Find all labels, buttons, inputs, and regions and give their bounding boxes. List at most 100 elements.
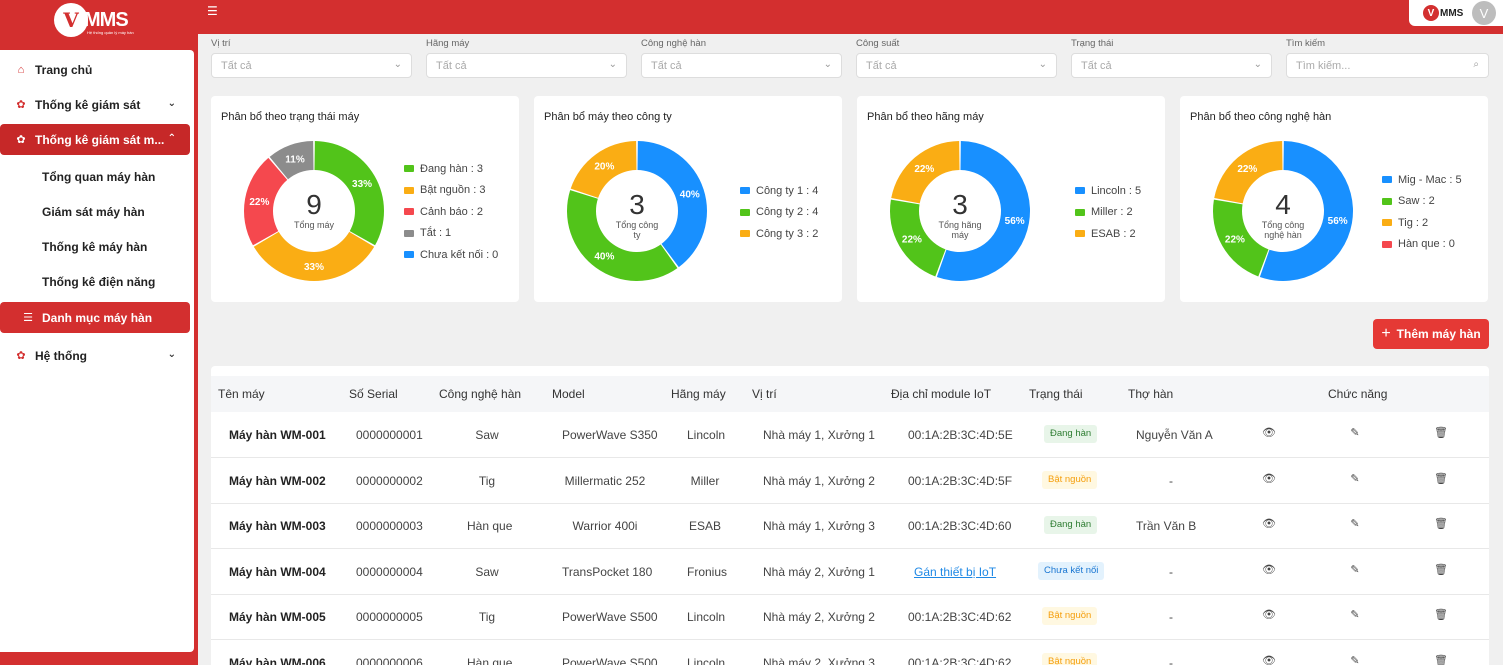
column-header[interactable]: Hãng máy bbox=[671, 387, 726, 401]
table-row[interactable]: Máy hàn WM-003 0000000003 Hàn que Warrior 4… bbox=[211, 504, 1489, 549]
donut-slice[interactable] bbox=[570, 141, 637, 198]
legend-item[interactable]: Công ty 2 : 4 bbox=[740, 202, 818, 224]
delete-icon[interactable]: 🗑 bbox=[1434, 427, 1448, 439]
table-row[interactable]: Máy hàn WM-002 0000000002 Tig Millermatic 2… bbox=[211, 459, 1489, 504]
column-header[interactable]: Công nghệ hàn bbox=[439, 387, 522, 401]
view-icon[interactable]: 👁 bbox=[1262, 518, 1276, 530]
view-icon[interactable]: 👁 bbox=[1262, 472, 1276, 485]
donut-slice[interactable] bbox=[936, 141, 1030, 281]
legend-item[interactable]: Hàn que : 0 bbox=[1382, 234, 1462, 256]
donut-slice[interactable] bbox=[567, 190, 678, 281]
brand-select[interactable]: Tất cả ⌄ bbox=[426, 53, 627, 78]
add-machine-button[interactable]: + Thêm máy hàn bbox=[1373, 319, 1489, 349]
sidebar-item-system[interactable]: ✿ Hệ thống ⌄ bbox=[0, 340, 190, 371]
legend-swatch bbox=[1382, 176, 1392, 184]
delete-icon[interactable]: 🗑 bbox=[1434, 472, 1448, 485]
status-badge: Chưa kết nối bbox=[1038, 561, 1105, 580]
legend-label: Cảnh báo : 2 bbox=[420, 205, 483, 218]
view-icon[interactable]: 👁 bbox=[1262, 427, 1276, 439]
column-header[interactable]: Số Serial bbox=[349, 387, 398, 401]
legend-item[interactable]: Đang hàn : 3 bbox=[404, 158, 498, 180]
legend-swatch bbox=[404, 251, 414, 259]
status-badge: Đang hàn bbox=[1044, 516, 1098, 534]
menu-toggle-icon[interactable]: ☰ bbox=[207, 4, 218, 18]
sidebar-subitem-energy-stats[interactable]: Thống kê điện năng bbox=[42, 275, 156, 289]
column-header[interactable]: Tên máy bbox=[218, 387, 265, 401]
column-header[interactable]: Thợ hàn bbox=[1128, 387, 1174, 401]
legend-item[interactable]: Tắt : 1 bbox=[404, 223, 498, 245]
view-icon[interactable]: 👁 bbox=[1262, 609, 1276, 621]
sidebar-subitem-machine-stats[interactable]: Thống kê máy hàn bbox=[42, 240, 148, 254]
delete-icon[interactable]: 🗑 bbox=[1434, 654, 1448, 665]
chart-legend: Công ty 1 : 4 Công ty 2 : 4 Công ty 3 : 2 bbox=[740, 180, 818, 245]
table-row[interactable]: Máy hàn WM-005 0000000005 Tig PowerWave S50… bbox=[211, 595, 1489, 640]
edit-icon[interactable]: ✎ bbox=[1350, 563, 1360, 576]
main-content: Vị trí Tất cả ⌄ Hãng máy Tất cả ⌄ Công n… bbox=[198, 34, 1503, 665]
edit-icon[interactable]: ✎ bbox=[1350, 518, 1360, 530]
delete-icon[interactable]: 🗑 bbox=[1434, 609, 1448, 621]
sidebar-item-monitoring-stats[interactable]: ✿ Thống kê giám sát ⌄ bbox=[0, 89, 190, 120]
view-icon[interactable]: 👁 bbox=[1262, 563, 1276, 576]
legend-item[interactable]: Saw : 2 bbox=[1382, 191, 1462, 213]
legend-label: ESAB : 2 bbox=[1091, 227, 1136, 240]
legend-swatch bbox=[404, 229, 414, 237]
legend-label: Bật nguồn : 3 bbox=[420, 184, 486, 197]
delete-icon[interactable]: 🗑 bbox=[1434, 563, 1448, 576]
donut-slice[interactable] bbox=[1214, 141, 1283, 204]
sidebar-subitem-overview[interactable]: Tổng quan máy hàn bbox=[42, 170, 156, 184]
table-row[interactable]: Máy hàn WM-004 0000000004 Saw TransPocket 1… bbox=[211, 550, 1489, 595]
column-header[interactable]: Trạng thái bbox=[1029, 387, 1083, 401]
donut-slice[interactable] bbox=[314, 141, 384, 246]
app-logo[interactable]: V MMS Hệ thống quản lý máy hàn bbox=[54, 2, 134, 38]
column-header[interactable]: Vị trí bbox=[752, 387, 777, 401]
legend-label: Hàn que : 0 bbox=[1398, 238, 1455, 251]
sidebar-item-monitoring-machines[interactable]: ✿ Thống kê giám sát m... ⌃ bbox=[0, 124, 190, 155]
power-select[interactable]: Tất cả ⌄ bbox=[856, 53, 1057, 78]
legend-item[interactable]: Cảnh báo : 2 bbox=[404, 201, 498, 223]
search-input[interactable]: Tìm kiếm... ⌕ bbox=[1286, 53, 1489, 78]
iot-address: 00:1A:2B:3C:4D:62 bbox=[908, 655, 1012, 665]
legend-item[interactable]: Công ty 1 : 4 bbox=[740, 180, 818, 202]
legend-item[interactable]: Miller : 2 bbox=[1075, 202, 1141, 224]
donut-slice[interactable] bbox=[269, 141, 314, 180]
assign-iot-link[interactable]: Gán thiết bị IoT bbox=[914, 564, 997, 579]
table-row[interactable]: Máy hàn WM-006 0000000006 Hàn que PowerWave… bbox=[211, 641, 1489, 665]
donut-slice[interactable] bbox=[253, 231, 375, 281]
donut-slice[interactable] bbox=[244, 157, 288, 246]
location-select[interactable]: Tất cả ⌄ bbox=[211, 53, 412, 78]
column-header[interactable]: Model bbox=[552, 387, 585, 401]
legend-item[interactable]: Mig - Mac : 5 bbox=[1382, 169, 1462, 191]
legend-item[interactable]: Chưa kết nối : 0 bbox=[404, 244, 498, 266]
legend-item[interactable]: Tig : 2 bbox=[1382, 212, 1462, 234]
table-row[interactable]: Máy hàn WM-001 0000000001 Saw PowerWave S35… bbox=[211, 413, 1489, 458]
column-header[interactable]: Địa chỉ module IoT bbox=[891, 387, 992, 401]
donut-slice[interactable] bbox=[1259, 141, 1353, 281]
filter-label: Công nghệ hàn bbox=[641, 38, 706, 49]
legend-label: Chưa kết nối : 0 bbox=[420, 248, 499, 261]
edit-icon[interactable]: ✎ bbox=[1350, 427, 1360, 439]
edit-icon[interactable]: ✎ bbox=[1350, 654, 1360, 665]
avatar[interactable]: V bbox=[1472, 1, 1496, 25]
status-select[interactable]: Tất cả ⌄ bbox=[1071, 53, 1272, 78]
sidebar-item-home[interactable]: ⌂ Trang chủ bbox=[0, 54, 190, 85]
sidebar-item-machine-catalog[interactable]: ☰ Danh mục máy hàn bbox=[0, 302, 190, 333]
donut-slice[interactable] bbox=[1213, 199, 1269, 277]
edit-icon[interactable]: ✎ bbox=[1350, 472, 1360, 485]
sidebar-item-label: Thống kê giám sát bbox=[35, 97, 141, 112]
view-icon[interactable]: 👁 bbox=[1262, 654, 1276, 665]
legend-item[interactable]: Bật nguồn : 3 bbox=[404, 180, 498, 202]
welding-tech-select[interactable]: Tất cả ⌄ bbox=[641, 53, 842, 78]
delete-icon[interactable]: 🗑 bbox=[1434, 518, 1448, 530]
legend-item[interactable]: Lincoln : 5 bbox=[1075, 180, 1141, 202]
brand: Fronius bbox=[687, 564, 728, 579]
sidebar-subitem-monitoring[interactable]: Giám sát máy hàn bbox=[42, 205, 145, 219]
legend-item[interactable]: Công ty 3 : 2 bbox=[740, 223, 818, 245]
chart-legend: Lincoln : 5 Miller : 2 ESAB : 2 bbox=[1075, 180, 1141, 245]
legend-item[interactable]: ESAB : 2 bbox=[1075, 223, 1141, 245]
edit-icon[interactable]: ✎ bbox=[1350, 609, 1360, 621]
donut-slice[interactable] bbox=[891, 141, 960, 204]
donut-slice[interactable] bbox=[890, 199, 946, 277]
location: Nhà máy 1, Xưởng 2 bbox=[763, 473, 875, 488]
donut-slice[interactable] bbox=[637, 141, 707, 268]
